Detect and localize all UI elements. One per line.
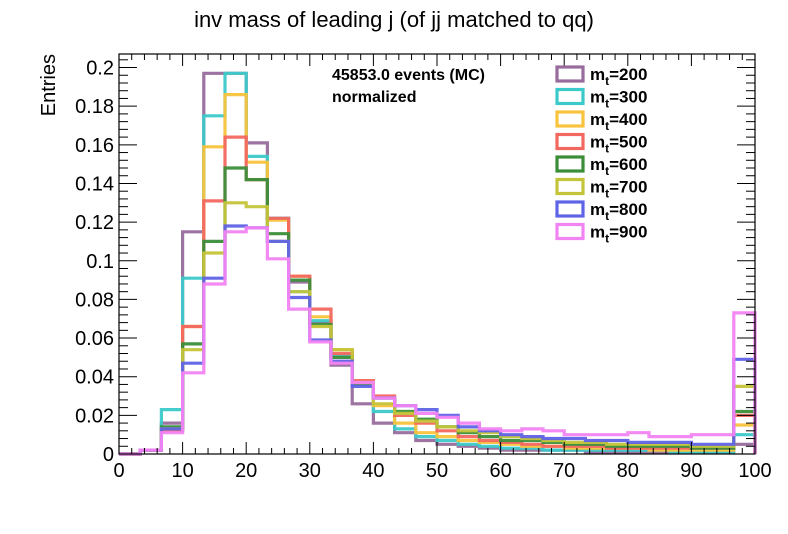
x-tick-label: 30: [299, 460, 321, 482]
x-tick-label: 0: [113, 460, 124, 482]
x-tick-label: 70: [553, 460, 575, 482]
legend-swatch: [555, 65, 585, 83]
y-tick-label: 0.1: [86, 251, 114, 273]
y-tick-label: 0.06: [75, 328, 114, 350]
series-line-mt200: [119, 71, 757, 456]
legend-label: mt=300: [590, 88, 647, 111]
series-line-mt300: [119, 71, 757, 456]
legend: mt=200mt=300mt=400mt=500mt=600mt=700mt=8…: [555, 65, 647, 246]
x-tick-label: 10: [171, 460, 193, 482]
legend-swatch: [555, 87, 585, 106]
x-tick-label: 40: [362, 460, 384, 482]
x-tick-label: 100: [738, 460, 771, 482]
x-tick-label: 80: [617, 460, 639, 482]
y-tick-label: 0: [103, 444, 114, 466]
axis-ticks: 0 10 20 30 40 50 60 70 80 90 100 0 0.02 0.04 0.06 0.08 0…: [75, 54, 772, 482]
y-tick-label: 0.12: [75, 212, 114, 234]
legend-swatch: [555, 110, 585, 128]
series-line-mt900: [119, 226, 757, 456]
series-layer: [119, 71, 757, 456]
y-tick-label: 0.18: [75, 96, 114, 118]
y-tick-label: 0.02: [75, 405, 114, 427]
x-tick-label: 20: [235, 460, 257, 482]
annotation-box: 45853.0 events (MC) normalized: [332, 67, 485, 106]
annotation-line-events: 45853.0 events (MC): [332, 67, 485, 84]
x-tick-label: 90: [680, 460, 702, 482]
legend-label: mt=500: [590, 133, 647, 156]
y-tick-label: 0.14: [75, 173, 114, 195]
y-tick-label: 0.2: [86, 58, 114, 80]
legend-label: mt=800: [590, 200, 647, 223]
y-tick-label: 0.16: [75, 135, 114, 157]
legend-swatch: [555, 177, 585, 196]
y-tick-label: 0.08: [75, 289, 114, 311]
legend-label: mt=400: [590, 110, 647, 133]
legend-label: mt=600: [590, 155, 647, 178]
legend-swatch: [555, 222, 585, 241]
chart-title: inv mass of leading j (of jj matched to …: [194, 7, 594, 32]
legend-label: mt=200: [590, 65, 647, 88]
legend-label: mt=900: [590, 223, 647, 246]
legend-swatch: [555, 132, 585, 151]
legend-label: mt=700: [590, 178, 647, 201]
legend-swatch: [555, 155, 585, 173]
series-line-mt400: [119, 93, 757, 456]
y-tick-label: 0.04: [75, 367, 114, 389]
annotation-line-normalized: normalized: [332, 89, 416, 106]
legend-swatch: [555, 200, 585, 218]
series-line-mt500: [119, 135, 757, 456]
x-tick-label: 50: [426, 460, 448, 482]
y-axis-label: Entries: [38, 54, 60, 116]
x-tick-label: 60: [489, 460, 511, 482]
